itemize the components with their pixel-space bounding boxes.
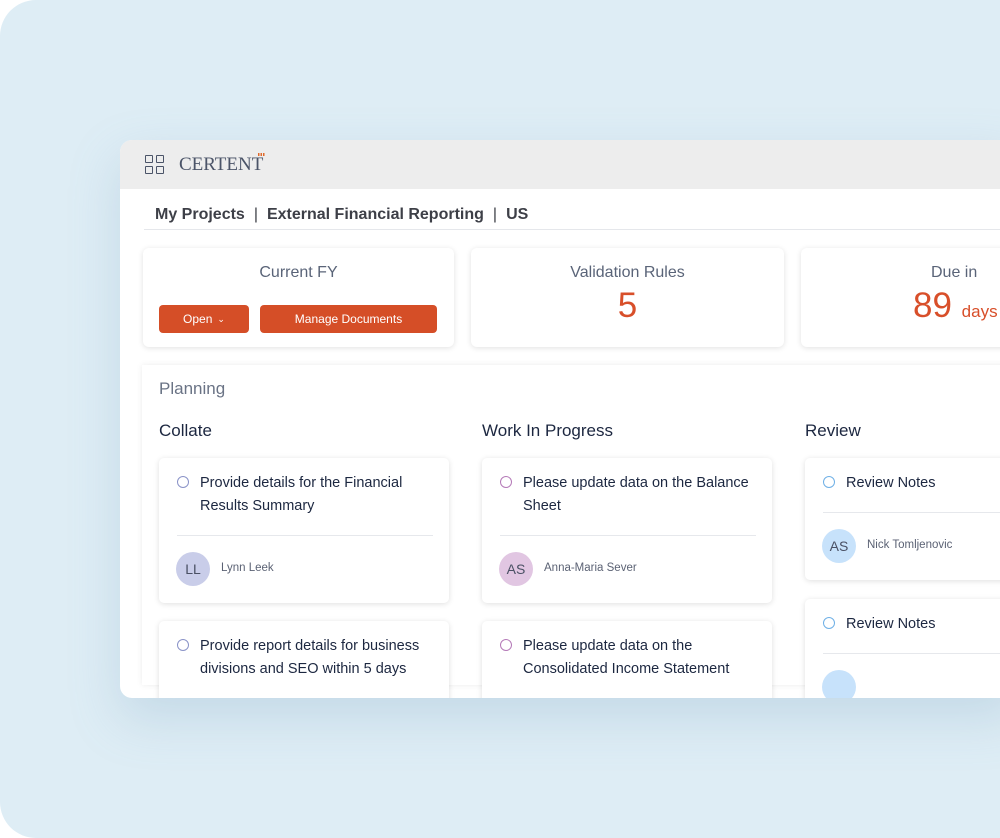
column-title: Work In Progress <box>482 421 614 440</box>
task-status-radio[interactable] <box>500 639 512 651</box>
task-card[interactable]: Review Notes <box>805 599 1000 698</box>
manage-documents-button[interactable]: Manage Documents <box>260 305 437 333</box>
top-bar: CERTENT <box>120 140 1000 189</box>
task-text: Review Notes <box>846 616 936 632</box>
task-status-radio[interactable] <box>823 476 835 488</box>
app-window: CERTENT My Projects | External Financial R… <box>120 140 1000 698</box>
task-divider <box>823 512 1000 513</box>
planning-panel: Planning Collate Provide details for the… <box>142 365 1000 698</box>
due-title: Due in <box>931 264 978 281</box>
task-divider <box>823 653 1000 654</box>
task-text: Provide report details for business divi… <box>200 638 420 677</box>
assignee-name: Lynn Leek <box>221 562 274 574</box>
certent-logo: CERTENT <box>179 152 266 175</box>
due-card: Due in 89 days <box>801 248 1000 347</box>
task-text: Provide details for the Financial Result… <box>200 475 403 514</box>
column-title: Collate <box>159 421 212 440</box>
avatar: AS <box>499 552 533 586</box>
task-text: Please update data on the Consolidated I… <box>523 638 730 677</box>
validation-title: Validation Rules <box>570 264 685 281</box>
breadcrumb-region[interactable]: US <box>506 206 529 223</box>
task-status-radio[interactable] <box>500 476 512 488</box>
task-card[interactable]: Please update data on the Balance Sheet … <box>482 458 772 603</box>
breadcrumb-my-projects[interactable]: My Projects <box>155 206 245 223</box>
validation-count: 5 <box>617 286 638 325</box>
chevron-down-icon: ⌄ <box>217 313 225 324</box>
column-title: Review <box>805 421 861 440</box>
avatar: LL <box>176 552 210 586</box>
due-value: 89 days <box>801 286 1000 326</box>
task-card[interactable]: Review Notes AS Nick Tomljenovic <box>805 458 1000 580</box>
task-card[interactable]: Please update data on the Consolidated I… <box>482 621 772 698</box>
assignee-name: Nick Tomljenovic <box>867 539 953 551</box>
validation-rules-card[interactable]: Validation Rules 5 <box>471 248 784 347</box>
task-divider <box>500 535 756 536</box>
assignee-name: Anna-Maria Sever <box>544 562 637 574</box>
task-text: Please update data on the Balance Sheet <box>523 475 749 514</box>
app-grid-icon[interactable] <box>145 155 164 174</box>
task-status-radio[interactable] <box>177 476 189 488</box>
avatar: AS <box>822 529 856 563</box>
open-label: Open <box>183 312 213 326</box>
open-dropdown-button[interactable]: Open ⌄ <box>159 305 249 333</box>
task-divider <box>177 535 433 536</box>
divider <box>144 229 1000 230</box>
planning-title: Planning <box>159 379 226 398</box>
task-status-radio[interactable] <box>177 639 189 651</box>
current-fy-title: Current FY <box>259 264 338 281</box>
task-text: Review Notes <box>846 475 936 491</box>
task-status-radio[interactable] <box>823 617 835 629</box>
breadcrumb-project[interactable]: External Financial Reporting <box>266 206 484 223</box>
due-unit: days <box>961 302 998 321</box>
due-number: 89 <box>913 286 952 325</box>
task-card[interactable]: Provide details for the Financial Result… <box>159 458 449 603</box>
task-card[interactable]: Provide report details for business divi… <box>159 621 449 698</box>
breadcrumb: My Projects | External Financial Reporting… <box>155 206 529 223</box>
avatar <box>822 670 856 698</box>
